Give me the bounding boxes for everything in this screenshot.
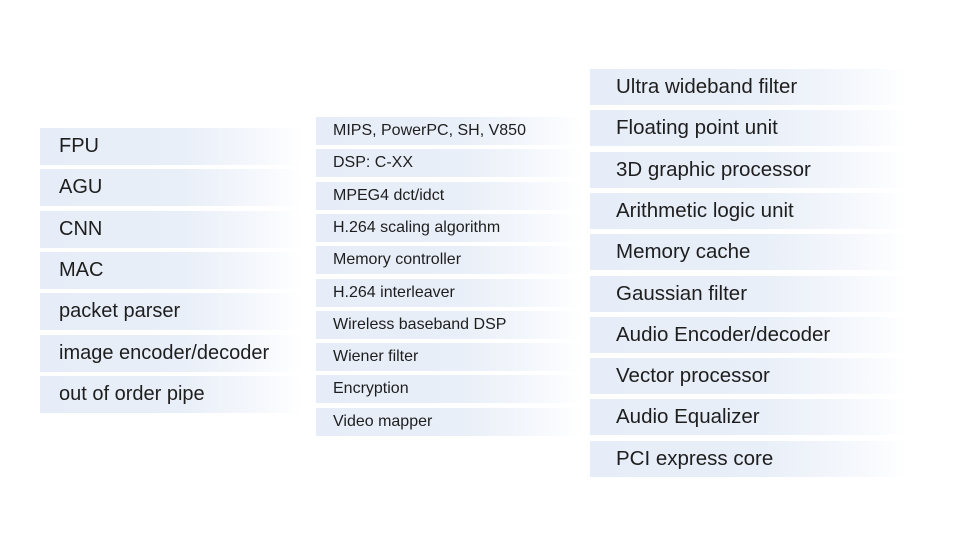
- list-item: Gaussian filter: [590, 275, 908, 312]
- list-item: Audio Equalizer: [590, 399, 908, 436]
- list-item: CNN: [40, 210, 302, 248]
- list-item: Vector processor: [590, 358, 908, 395]
- list-item: FPU: [40, 128, 302, 165]
- list-item: AGU: [40, 169, 302, 207]
- list-item: MPEG4 dct/idct: [316, 181, 582, 210]
- list-item: H.264 interleaver: [316, 278, 582, 307]
- list-item: Encryption: [316, 375, 582, 404]
- list-item: Video mapper: [316, 407, 582, 436]
- list-item: Memory cache: [590, 234, 908, 271]
- list-item: Audio Encoder/decoder: [590, 316, 908, 353]
- list-item: Memory controller: [316, 246, 582, 275]
- list-item: Wireless baseband DSP: [316, 310, 582, 339]
- list-item: out of order pipe: [40, 375, 302, 413]
- list-item: Wiener filter: [316, 343, 582, 372]
- list-item: PCI express core: [590, 440, 908, 477]
- list-item: DSP: C-XX: [316, 149, 582, 178]
- list-item: MIPS, PowerPC, SH, V850: [316, 117, 582, 145]
- list-item: MAC: [40, 251, 302, 289]
- list-item: Arithmetic logic unit: [590, 192, 908, 229]
- list-item: Floating point unit: [590, 110, 908, 147]
- list-item: image encoder/decoder: [40, 334, 302, 372]
- list-item: 3D graphic processor: [590, 151, 908, 188]
- list-item: H.264 scaling algorithm: [316, 213, 582, 242]
- list-item: packet parser: [40, 293, 302, 331]
- list-item: Ultra wideband filter: [590, 69, 908, 105]
